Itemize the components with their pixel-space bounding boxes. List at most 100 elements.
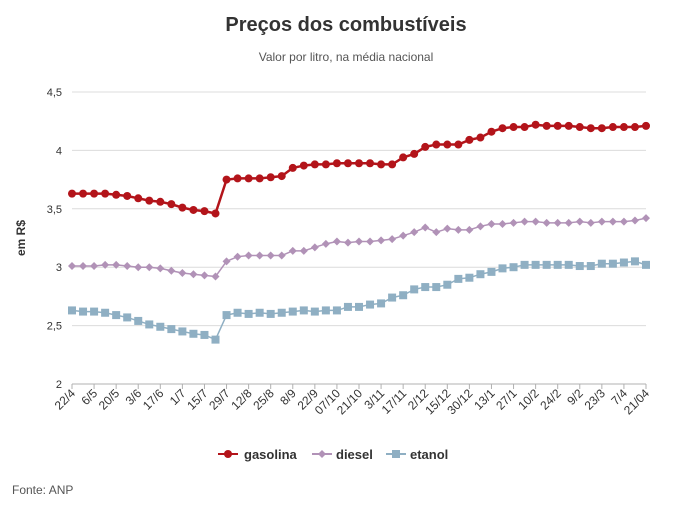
- x-tick-label: 17/6: [140, 386, 167, 413]
- diesel-point: [575, 217, 584, 226]
- legend-label-etanol: etanol: [410, 447, 448, 462]
- diesel-point: [520, 217, 529, 226]
- diesel-point: [266, 251, 275, 260]
- diesel-point: [454, 225, 463, 234]
- etanol-point: [476, 270, 485, 279]
- etanol-point: [454, 274, 463, 283]
- x-tick-label: 10/2: [515, 386, 542, 413]
- etanol-point: [277, 308, 286, 317]
- x-tick-label: 29/7: [206, 386, 233, 413]
- etanol-point: [156, 322, 165, 331]
- gasolina-point: [520, 123, 529, 132]
- legend-marker-etanol: [392, 450, 400, 458]
- diesel-point: [619, 217, 628, 226]
- diesel-point: [465, 225, 474, 234]
- x-tick-label: 23/3: [582, 386, 609, 413]
- gasolina-point: [167, 200, 176, 209]
- gasolina-point: [443, 140, 452, 149]
- etanol-point: [112, 311, 121, 320]
- etanol-point: [509, 263, 518, 272]
- gasolina-point: [487, 127, 496, 136]
- etanol-point: [211, 335, 220, 344]
- diesel-point: [189, 270, 198, 279]
- chart-subtitle: Valor por litro, na média nacional: [258, 50, 434, 64]
- etanol-point: [200, 330, 209, 339]
- etanol-point: [410, 285, 419, 294]
- gasolina-point: [465, 135, 474, 144]
- etanol-point: [487, 267, 496, 276]
- diesel-point: [608, 217, 617, 226]
- legend-label-gasolina: gasolina: [244, 447, 298, 462]
- gasolina-point: [244, 174, 253, 183]
- x-tick-label: 24/2: [537, 386, 564, 413]
- gasolina-point: [343, 159, 352, 168]
- gasolina-point: [366, 159, 375, 168]
- etanol-point: [288, 307, 297, 316]
- gasolina-point: [332, 159, 341, 168]
- etanol-point: [630, 257, 639, 266]
- diesel-point: [79, 262, 88, 271]
- etanol-point: [321, 306, 330, 315]
- etanol-point: [355, 302, 363, 311]
- y-tick-label: 3,5: [47, 204, 62, 216]
- diesel-point: [101, 260, 110, 269]
- gasolina-point: [355, 159, 363, 168]
- gasolina-point: [321, 160, 330, 169]
- etanol-point: [642, 260, 650, 269]
- x-tick-label: 27/1: [493, 386, 520, 413]
- legend-marker-diesel: [318, 450, 326, 458]
- x-tick-label: 17/11: [379, 386, 410, 417]
- legend-label-diesel: diesel: [336, 447, 373, 462]
- gasolina-point: [608, 123, 617, 132]
- gasolina-point: [597, 124, 606, 133]
- diesel-point: [321, 239, 330, 248]
- diesel-point: [498, 219, 507, 228]
- gasolina-point: [476, 133, 485, 142]
- diesel-point: [586, 218, 595, 227]
- etanol-point: [266, 309, 275, 318]
- diesel-point: [112, 260, 121, 269]
- diesel-point: [343, 238, 352, 247]
- etanol-point: [244, 309, 253, 318]
- etanol-point: [366, 300, 375, 309]
- gasolina-point: [145, 196, 154, 205]
- diesel-point: [642, 214, 650, 223]
- gasolina-point: [79, 189, 88, 198]
- x-tick-label: 12/8: [228, 386, 255, 413]
- y-tick-label: 2,5: [47, 321, 62, 333]
- diesel-point: [123, 262, 132, 271]
- etanol-point: [101, 308, 110, 317]
- gasolina-point: [134, 194, 143, 203]
- y-tick-label: 2: [56, 379, 62, 391]
- gasolina-point: [630, 123, 639, 132]
- diesel-point: [432, 228, 441, 237]
- x-tick-label: 20/5: [96, 386, 123, 413]
- source-note: Fonte: ANP: [12, 483, 74, 497]
- diesel-point: [68, 262, 76, 271]
- etanol-point: [189, 329, 198, 338]
- etanol-point: [399, 291, 408, 300]
- gasolina-point: [68, 189, 76, 198]
- diesel-point: [399, 231, 408, 240]
- diesel-point: [134, 263, 143, 272]
- etanol-point: [421, 283, 430, 292]
- diesel-point: [421, 223, 430, 232]
- etanol-point: [586, 262, 595, 271]
- gasolina-point: [211, 209, 220, 218]
- etanol-point: [465, 273, 474, 282]
- diesel-point: [277, 251, 286, 260]
- diesel-point: [167, 266, 176, 275]
- diesel-point: [476, 222, 485, 231]
- gasolina-point: [586, 124, 595, 133]
- etanol-point: [542, 260, 551, 269]
- etanol-point: [90, 307, 99, 316]
- etanol-point: [608, 259, 617, 268]
- etanol-point: [134, 316, 143, 325]
- etanol-point: [178, 327, 187, 336]
- diesel-point: [509, 218, 518, 227]
- diesel-point: [145, 263, 154, 272]
- etanol-point: [520, 260, 529, 269]
- x-tick-label: 25/8: [250, 386, 277, 413]
- gasolina-point: [619, 123, 628, 132]
